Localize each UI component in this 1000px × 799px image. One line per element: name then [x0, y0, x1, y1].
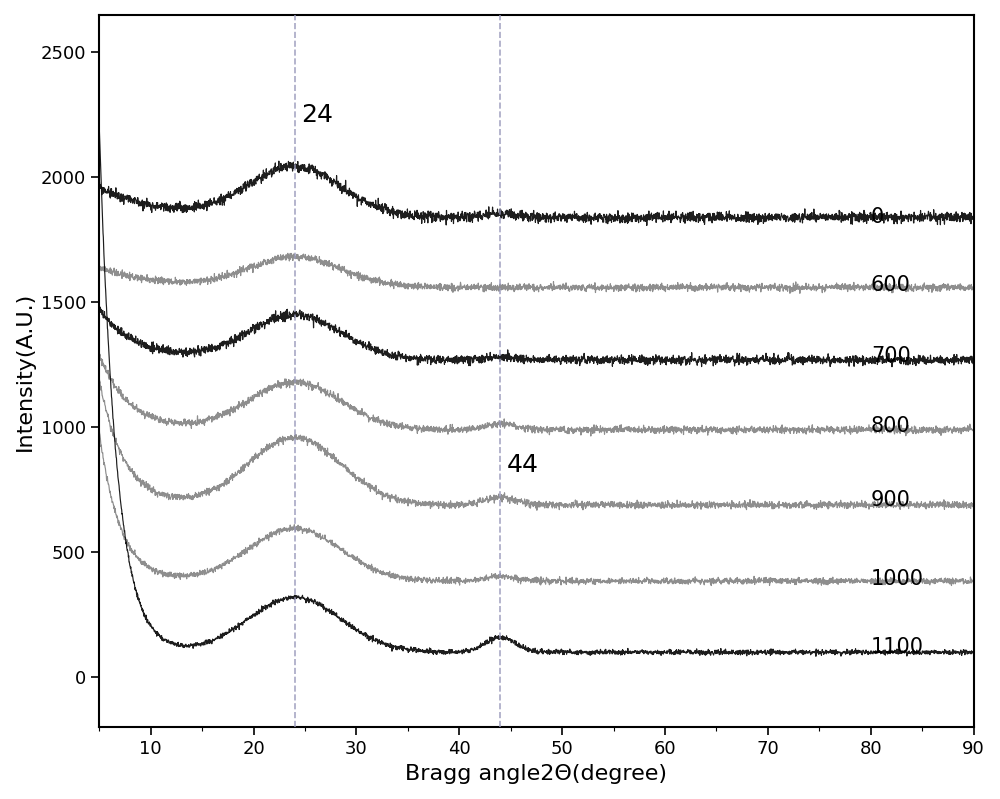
Text: 600: 600 — [871, 275, 911, 295]
Text: 800: 800 — [871, 416, 910, 436]
Text: 1000: 1000 — [871, 569, 924, 589]
Text: 0: 0 — [871, 208, 884, 228]
Text: 900: 900 — [871, 490, 911, 510]
Y-axis label: Intensity(A.U.): Intensity(A.U.) — [15, 292, 35, 451]
Text: 24: 24 — [301, 103, 333, 128]
X-axis label: Bragg angle2Θ(degree): Bragg angle2Θ(degree) — [405, 764, 667, 784]
Text: 44: 44 — [507, 453, 539, 477]
Text: 700: 700 — [871, 346, 911, 366]
Text: 1100: 1100 — [871, 638, 924, 658]
